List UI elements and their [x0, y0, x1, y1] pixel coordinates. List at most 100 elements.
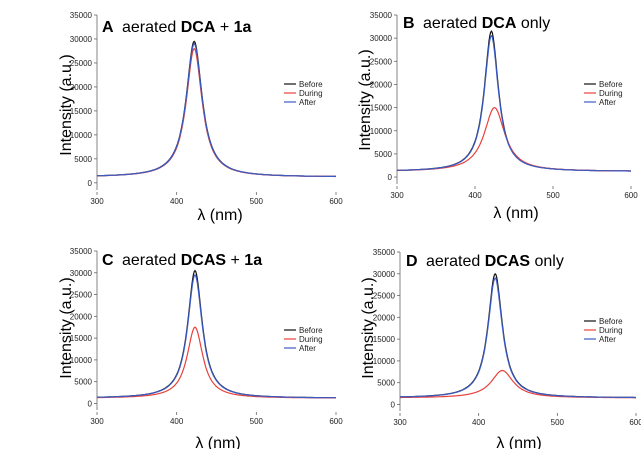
- x-tick-label: 500: [250, 417, 264, 426]
- x-tick-label: 400: [472, 418, 486, 427]
- panel-letter: B: [403, 15, 415, 32]
- panel-letter: C: [102, 252, 114, 269]
- x-tick-label: 600: [624, 191, 638, 200]
- x-tick-label: 500: [546, 191, 560, 200]
- legend-entry: After: [599, 335, 616, 344]
- title-part: DCAS: [485, 253, 531, 270]
- y-tick-label: 0: [391, 400, 396, 409]
- title-part: 1a: [234, 19, 252, 36]
- y-tick-label: 25000: [373, 292, 396, 301]
- y-tick-label: 30000: [70, 35, 93, 44]
- legend-entry: During: [299, 335, 323, 344]
- series-line-during: [397, 106, 631, 172]
- y-tick-label: 35000: [370, 11, 393, 20]
- y-tick-label: 0: [388, 173, 393, 182]
- title-part: +: [215, 19, 233, 36]
- x-axis-label: λ (nm): [496, 435, 541, 449]
- title-part: 1a: [244, 252, 262, 269]
- panel-title: aerated DCAS + 1a: [122, 252, 262, 269]
- y-tick-label: 35000: [70, 11, 93, 20]
- series-line-after: [96, 274, 336, 399]
- panel-letter: A: [102, 19, 114, 36]
- y-tick-label: 5000: [374, 150, 392, 159]
- x-tick-label: 400: [170, 197, 184, 206]
- y-tick-label: 25000: [70, 59, 93, 68]
- y-tick-label: 15000: [373, 335, 396, 344]
- x-tick-label: 600: [329, 417, 343, 426]
- legend-entry: During: [599, 326, 623, 335]
- y-tick-label: 35000: [70, 247, 93, 256]
- x-tick-label: 500: [551, 418, 565, 427]
- title-part: aerated: [122, 19, 181, 36]
- legend-entry: Before: [599, 80, 623, 89]
- series-line-during: [400, 369, 636, 399]
- x-tick-label: 400: [170, 417, 184, 426]
- y-tick-label: 15000: [370, 104, 393, 113]
- legend-entry: After: [299, 344, 316, 353]
- y-tick-label: 0: [88, 179, 93, 188]
- title-part: aerated: [423, 15, 482, 32]
- y-tick-label: 5000: [74, 378, 92, 387]
- legend-entry: During: [599, 89, 623, 98]
- y-tick-label: 25000: [70, 291, 93, 300]
- legend-entry: After: [599, 98, 616, 107]
- y-tick-label: 30000: [370, 34, 393, 43]
- y-axis-label: Intensity (a.u.): [58, 277, 75, 378]
- y-tick-label: 20000: [370, 80, 393, 89]
- y-tick-label: 5000: [377, 379, 395, 388]
- y-tick-label: 35000: [373, 248, 396, 257]
- title-part: only: [516, 15, 550, 32]
- y-tick-label: 5000: [74, 155, 92, 164]
- legend-entry: Before: [299, 326, 323, 335]
- panel-title: aerated DCA + 1a: [122, 19, 252, 36]
- series-line-after: [97, 42, 337, 178]
- y-axis-label: Intensity (a.u.): [360, 277, 377, 378]
- panel-letter: D: [406, 253, 418, 270]
- title-part: DCA: [181, 19, 216, 36]
- title-part: aerated: [122, 252, 181, 269]
- y-tick-label: 10000: [70, 356, 93, 365]
- x-tick-label: 500: [250, 197, 264, 206]
- y-tick-label: 10000: [373, 357, 396, 366]
- y-tick-label: 30000: [373, 270, 396, 279]
- y-tick-label: 10000: [70, 131, 93, 140]
- panel-title: aerated DCAS only: [426, 253, 564, 270]
- legend-entry: After: [299, 98, 316, 107]
- title-part: only: [530, 253, 564, 270]
- y-tick-label: 20000: [70, 312, 93, 321]
- x-tick-label: 300: [90, 197, 104, 206]
- x-tick-label: 400: [468, 191, 482, 200]
- title-part: +: [226, 252, 244, 269]
- legend-entry: Before: [599, 317, 623, 326]
- title-part: aerated: [426, 253, 485, 270]
- y-tick-label: 10000: [370, 127, 393, 136]
- y-tick-label: 15000: [70, 334, 93, 343]
- x-tick-label: 600: [629, 418, 641, 427]
- x-tick-label: 300: [90, 417, 104, 426]
- panel-title: aerated DCA only: [423, 15, 550, 32]
- y-tick-label: 25000: [370, 57, 393, 66]
- x-axis-label: λ (nm): [195, 435, 240, 449]
- legend-entry: Before: [299, 80, 323, 89]
- x-axis-label: λ (nm): [493, 205, 538, 222]
- y-tick-label: 20000: [70, 83, 93, 92]
- y-tick-label: 15000: [70, 107, 93, 116]
- series-line-after: [400, 277, 636, 399]
- y-tick-label: 30000: [70, 269, 93, 278]
- y-tick-label: 20000: [373, 313, 396, 322]
- y-axis-label: Intensity (a.u.): [58, 54, 75, 155]
- x-tick-label: 300: [393, 418, 407, 427]
- y-axis-label: Intensity (a.u.): [357, 49, 374, 150]
- legend-entry: During: [299, 89, 323, 98]
- series-line-after: [397, 34, 631, 172]
- y-tick-label: 0: [88, 399, 93, 408]
- x-tick-label: 600: [329, 197, 343, 206]
- series-line-before: [397, 30, 631, 172]
- x-tick-label: 300: [390, 191, 404, 200]
- title-part: DCAS: [181, 252, 227, 269]
